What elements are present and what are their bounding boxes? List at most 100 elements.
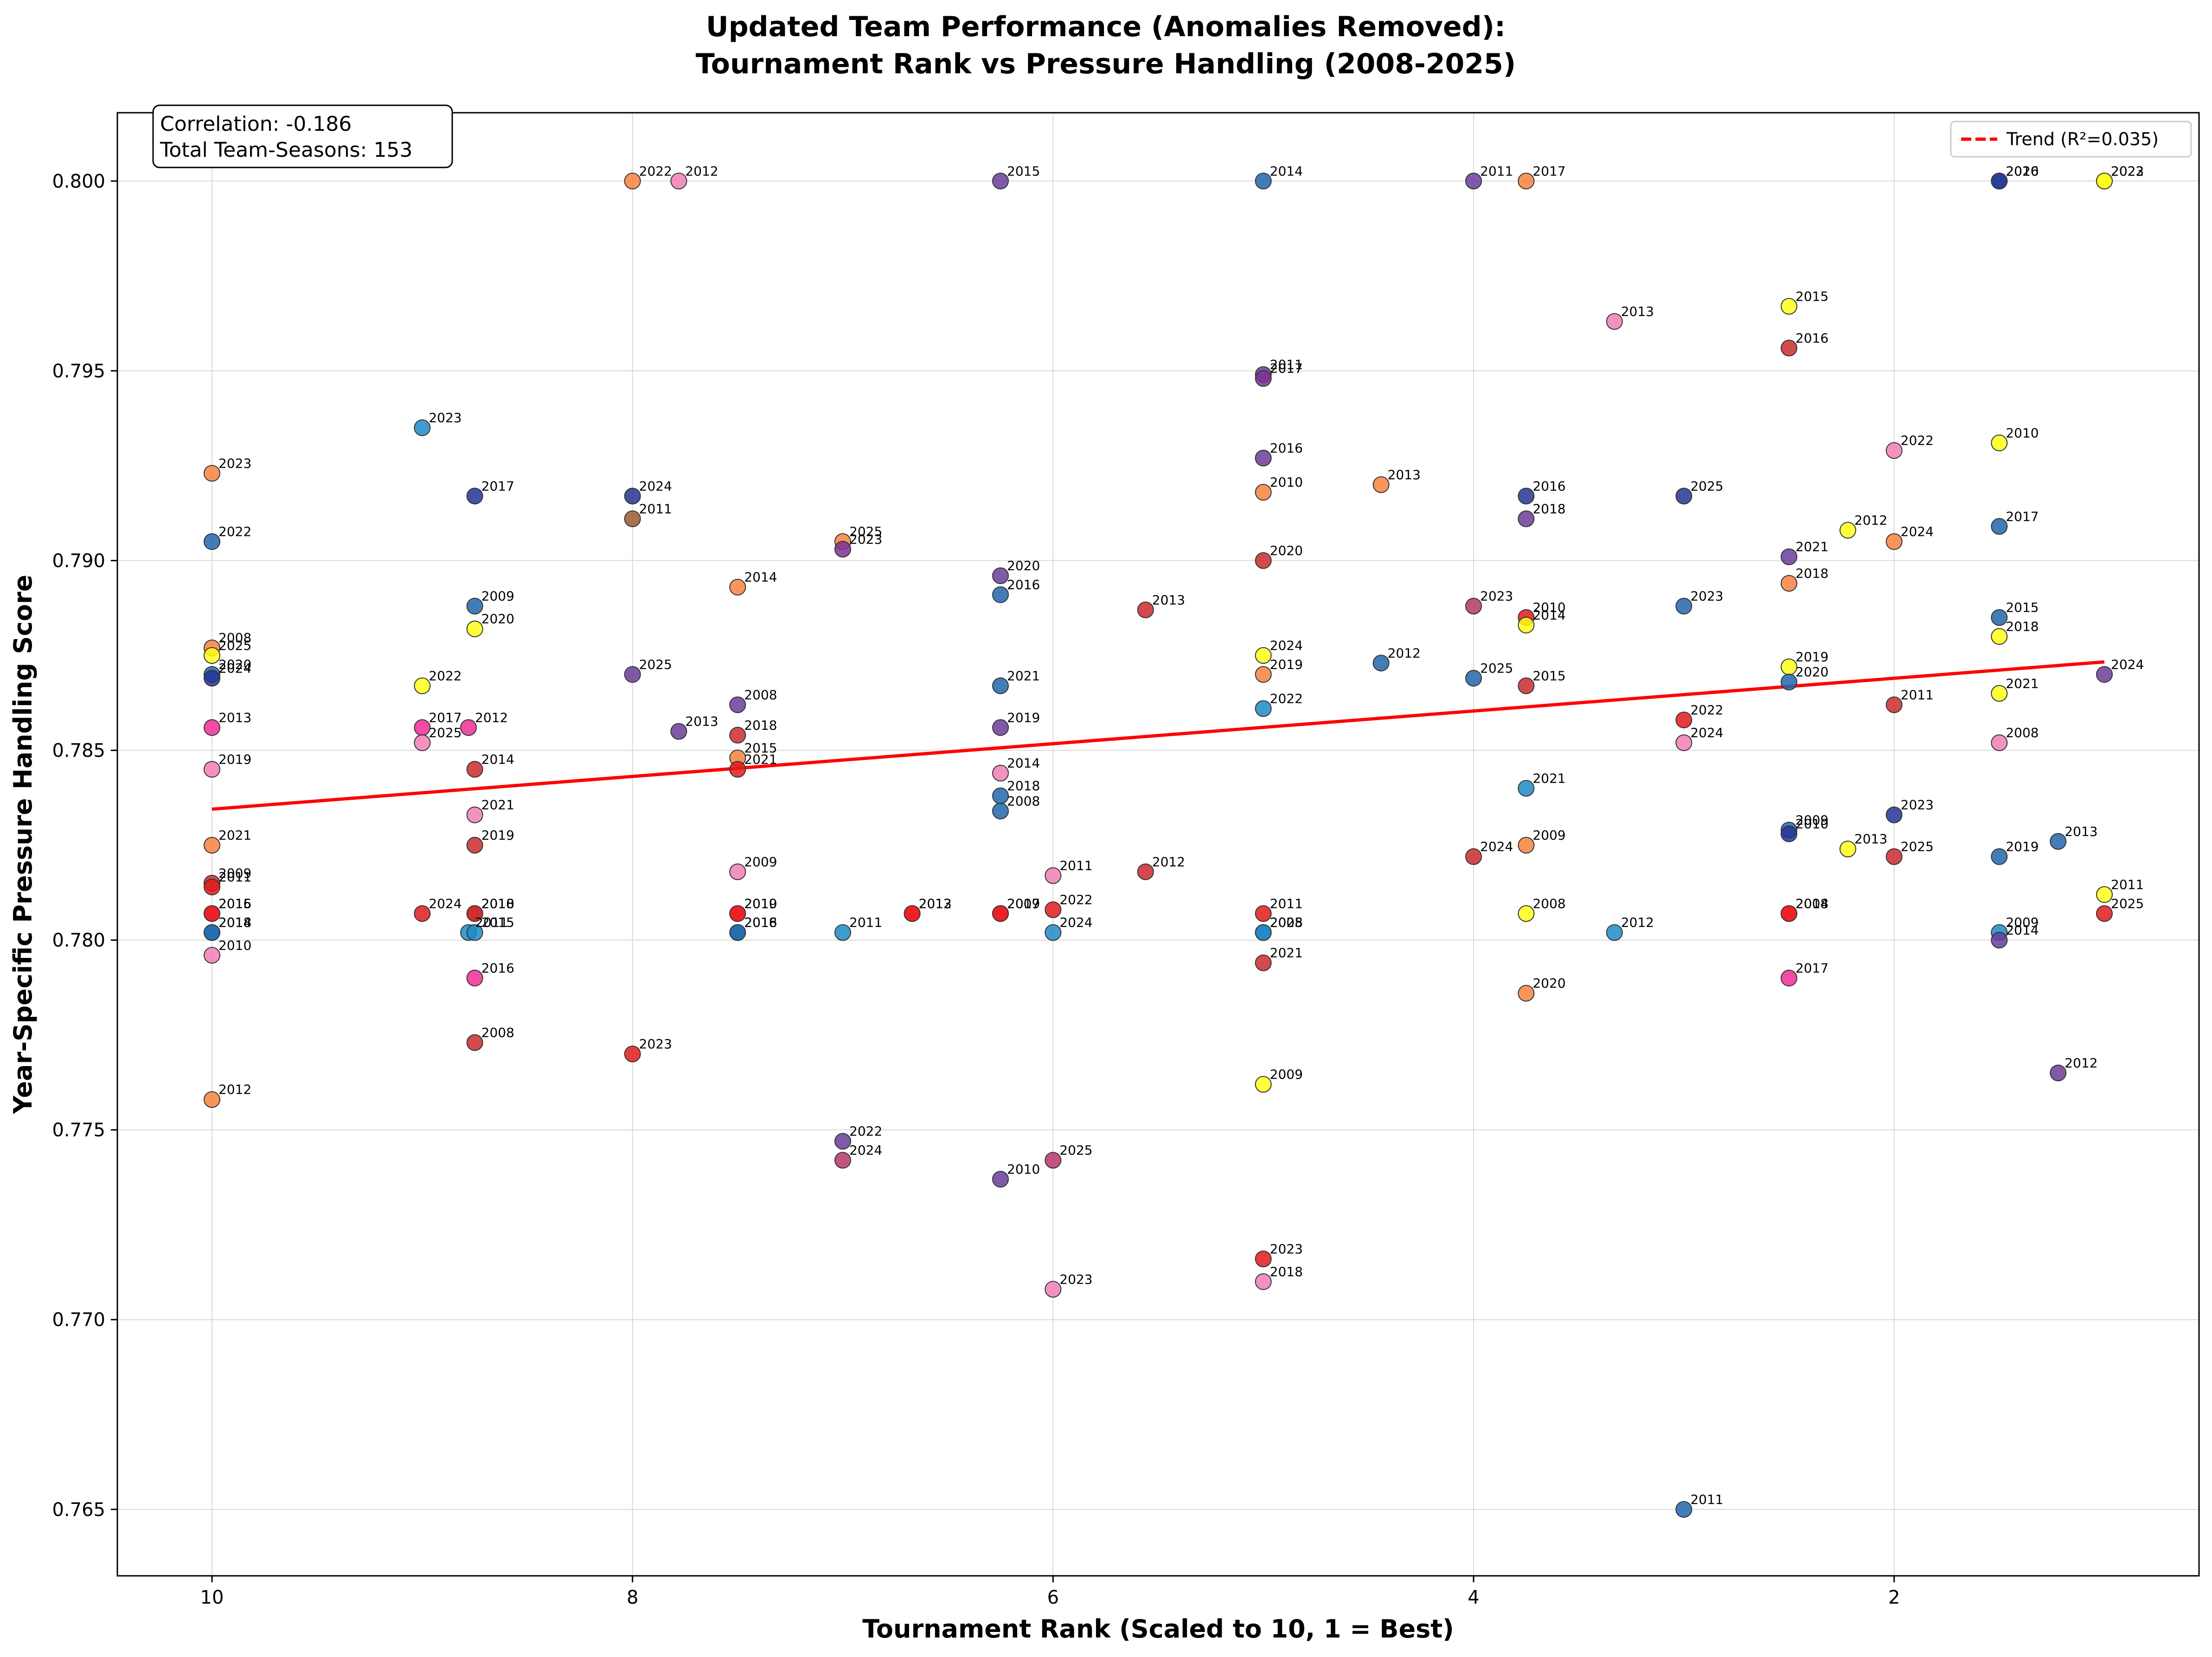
data-point-label: 2010 <box>1795 816 1828 832</box>
data-point <box>729 924 746 941</box>
data-point <box>414 677 431 694</box>
data-point <box>729 578 746 596</box>
data-point <box>1518 837 1535 854</box>
data-point-label: 2015 <box>1532 668 1565 683</box>
data-point-label: 2016 <box>218 896 251 911</box>
data-point-label: 2012 <box>475 710 508 725</box>
data-point-label: 2020 <box>1007 558 1040 573</box>
data-point <box>1255 954 1272 971</box>
data-point-label: 2021 <box>1007 668 1040 683</box>
data-point <box>1518 488 1535 505</box>
data-point <box>992 173 1009 190</box>
data-point <box>1675 488 1693 505</box>
data-point-label: 2024 <box>849 1143 882 1158</box>
data-point <box>1255 450 1272 467</box>
data-point-label: 2016 <box>1007 577 1040 592</box>
data-point-label: 2009 <box>2006 915 2039 930</box>
data-point <box>992 803 1009 820</box>
data-point <box>992 905 1009 922</box>
data-point-label: 2021 <box>2006 676 2039 691</box>
data-point <box>460 719 477 736</box>
data-point-label: 2024 <box>429 896 462 911</box>
data-point <box>466 924 483 941</box>
data-point <box>204 837 220 854</box>
data-point <box>1991 518 2008 535</box>
data-point <box>466 597 483 615</box>
data-point-label: 2021 <box>481 797 514 813</box>
y-axis-label: Year-Specific Pressure Handling Score <box>8 575 38 1114</box>
data-point-label: 2008 <box>218 630 251 646</box>
data-point <box>2050 1064 2067 1081</box>
data-point-label: 2008 <box>744 687 777 702</box>
data-point-label: 2023 <box>2111 163 2144 179</box>
total-seasons-text: Total Team-Seasons: 153 <box>160 138 412 162</box>
data-point <box>992 677 1009 694</box>
data-point-label: 2018 <box>218 915 251 930</box>
data-point <box>1045 901 1062 918</box>
data-point <box>1991 931 2008 949</box>
stats-box: Correlation: -0.186 Total Team-Seasons: … <box>152 104 453 168</box>
data-point <box>466 1034 483 1051</box>
data-point-label: 2014 <box>1795 896 1828 911</box>
data-point <box>1885 442 1903 459</box>
data-point-label: 2016 <box>744 915 777 930</box>
data-point <box>624 510 641 527</box>
data-point-label: 2012 <box>218 1082 251 1097</box>
data-point-label: 2024 <box>1690 725 1723 740</box>
data-point-label: 2023 <box>1270 1241 1303 1257</box>
x-tick-label: 6 <box>1047 1587 1059 1608</box>
data-point <box>204 533 220 550</box>
data-point-label: 2023 <box>1480 589 1513 604</box>
data-point <box>729 726 746 744</box>
data-point-label: 2014 <box>481 751 514 767</box>
data-point <box>1781 340 1797 357</box>
x-tick-label: 8 <box>627 1587 638 1608</box>
data-point <box>1839 841 1856 858</box>
data-point <box>204 761 220 778</box>
data-point-label: 2011 <box>1690 1492 1723 1507</box>
data-point-label: 2025 <box>849 524 882 539</box>
data-point <box>1137 863 1154 880</box>
data-point-label: 2011 <box>1059 858 1092 873</box>
data-point-label: 2009 <box>481 589 514 604</box>
x-tick-label: 10 <box>200 1587 224 1608</box>
data-point-label: 2022 <box>429 668 462 683</box>
data-point <box>992 719 1009 736</box>
data-point-label: 2012 <box>1388 645 1421 661</box>
data-point-label: 2008 <box>481 1025 514 1040</box>
data-point-label: 2017 <box>1532 163 1565 179</box>
data-point <box>624 1046 641 1063</box>
data-point-label: 2024 <box>1901 524 1934 539</box>
data-point-label: 2010 <box>481 896 514 911</box>
data-point <box>729 761 746 778</box>
plot-frame <box>116 112 2200 1577</box>
data-point <box>1781 970 1797 987</box>
y-tick-label: 0.775 <box>52 1120 105 1141</box>
data-point <box>1991 173 2008 190</box>
data-point <box>2096 173 2113 190</box>
data-point-label: 2023 <box>1690 589 1723 604</box>
data-point-label: 2010 <box>2006 425 2039 441</box>
data-point-label: 2021 <box>1532 771 1565 786</box>
data-point <box>1045 924 1062 941</box>
data-point-label: 2008 <box>1270 915 1303 930</box>
data-point <box>466 761 483 778</box>
data-point-label: 2016 <box>481 960 514 976</box>
chart-title-line-1: Updated Team Performance (Anomalies Remo… <box>706 11 1506 43</box>
data-point-label: 2021 <box>1795 539 1828 554</box>
data-point-label: 2022 <box>849 1124 882 1139</box>
data-point <box>466 806 483 823</box>
data-point <box>1137 601 1154 618</box>
data-point <box>1675 734 1693 751</box>
data-point <box>466 905 483 922</box>
y-tick-label: 0.785 <box>52 740 105 762</box>
data-point <box>204 465 220 482</box>
points-layer <box>204 173 2113 1518</box>
data-point-label: 2015 <box>2006 600 2039 615</box>
data-point-label: 2012 <box>1152 854 1185 869</box>
data-point-label: 2019 <box>481 828 514 843</box>
data-point <box>834 540 851 558</box>
data-point-label: 2014 <box>744 570 777 585</box>
data-point <box>1518 780 1535 797</box>
data-point-label: 2019 <box>744 896 777 911</box>
